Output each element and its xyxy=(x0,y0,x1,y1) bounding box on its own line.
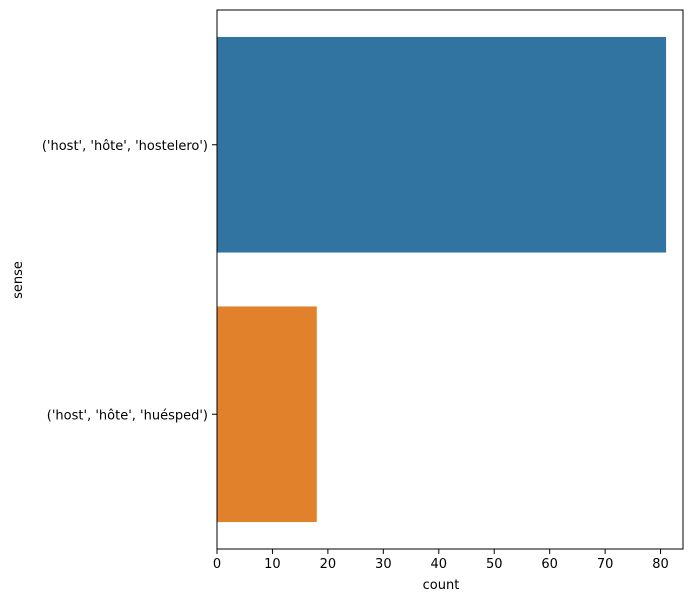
x-tick-label: 0 xyxy=(213,557,221,572)
x-tick-label: 20 xyxy=(320,557,337,572)
plot-area: 0 10 20 30 40 50 60 70 80 ('host', 'hôte', 'hoste… xyxy=(42,9,684,572)
y-axis-label: sense xyxy=(11,261,26,299)
x-tick-label: 10 xyxy=(264,557,281,572)
x-tick-label: 70 xyxy=(597,557,614,572)
x-axis-label: count xyxy=(423,578,460,593)
bar xyxy=(217,306,317,523)
x-tick-label: 80 xyxy=(652,557,669,572)
y-tick-label: ('host', 'hôte', 'hostelero') xyxy=(42,139,208,154)
y-tick-label: ('host', 'hôte', 'huésped') xyxy=(47,408,208,423)
bar xyxy=(217,36,667,253)
x-tick-label: 30 xyxy=(375,557,392,572)
plot-frame xyxy=(216,9,684,550)
x-tick-label: 40 xyxy=(430,557,447,572)
x-tick-label: 50 xyxy=(486,557,503,572)
x-tick-label: 60 xyxy=(541,557,558,572)
